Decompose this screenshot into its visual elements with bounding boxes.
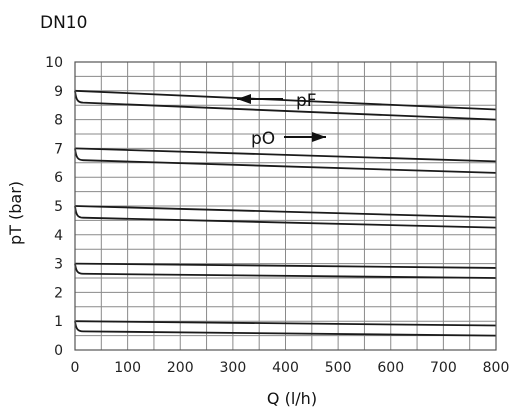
curve-line bbox=[74, 320, 497, 327]
y-tick-label: 1 bbox=[54, 314, 63, 330]
y-tick-label: 4 bbox=[54, 228, 63, 244]
y-tick-label: 8 bbox=[54, 113, 63, 129]
curve-line bbox=[74, 262, 497, 269]
x-tick-label: 300 bbox=[220, 360, 247, 376]
x-tick-label: 500 bbox=[325, 360, 352, 376]
x-tick-labels: 0 100 200 300 400 500 600 700 800 bbox=[71, 360, 510, 376]
chart-title: DN10 bbox=[40, 13, 87, 33]
annotation-pF: pF bbox=[296, 91, 317, 111]
arrow-left-icon-head bbox=[237, 94, 251, 104]
x-tick-label: 700 bbox=[430, 360, 457, 376]
x-tick-label: 0 bbox=[71, 360, 80, 376]
x-tick-label: 800 bbox=[483, 360, 510, 376]
x-tick-label: 400 bbox=[272, 360, 299, 376]
y-tick-label: 10 bbox=[45, 55, 63, 71]
curve-line bbox=[74, 205, 497, 219]
x-tick-label: 600 bbox=[377, 360, 404, 376]
annotations: pF pO bbox=[237, 91, 326, 149]
y-tick-label: 5 bbox=[54, 199, 63, 215]
plot-frame bbox=[74, 61, 497, 351]
y-tick-labels: 0 1 2 3 4 5 6 7 8 9 10 bbox=[45, 55, 63, 359]
y-tick-label: 9 bbox=[54, 84, 63, 100]
y-tick-label: 3 bbox=[54, 257, 63, 273]
annotation-pO: pO bbox=[251, 129, 275, 149]
arrow-right-icon-head bbox=[312, 132, 326, 142]
y-axis-label: pT (bar) bbox=[6, 181, 25, 245]
x-tick-label: 200 bbox=[167, 360, 194, 376]
y-tick-label: 2 bbox=[54, 285, 63, 301]
x-axis-label: Q (l/h) bbox=[267, 389, 317, 408]
y-tick-label: 6 bbox=[54, 170, 63, 186]
y-tick-label: 0 bbox=[54, 343, 63, 359]
curve-line bbox=[74, 89, 497, 111]
x-tick-label: 100 bbox=[114, 360, 141, 376]
curve-line bbox=[74, 147, 497, 163]
y-tick-label: 7 bbox=[54, 141, 63, 157]
